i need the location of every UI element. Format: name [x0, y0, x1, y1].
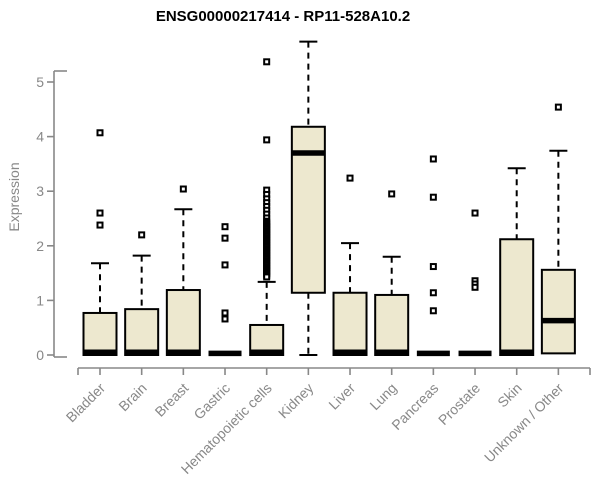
chart-title: ENSG00000217414 - RP11-528A10.2 [155, 8, 411, 25]
box-unknown-other [540, 268, 576, 355]
box-liver [332, 291, 368, 357]
x-category-label: Kidney [275, 380, 317, 422]
outlier-point-bladder [96, 221, 104, 229]
x-category-label: Brain [115, 380, 149, 414]
box-bladder [82, 311, 118, 357]
box-skin [499, 238, 535, 356]
y-tick-label: 2 [36, 238, 44, 254]
outlier-point-brain [138, 231, 146, 239]
box-breast [165, 289, 201, 356]
outlier-point-gastric [221, 309, 229, 317]
x-category-label: Unknown / Other [481, 380, 567, 466]
outlier-point-prostate [471, 209, 479, 217]
x-category-label: Breast [152, 380, 192, 420]
outlier-point-pancreas [429, 155, 437, 163]
box-brain [124, 308, 160, 356]
x-category-label: Lung [366, 380, 399, 413]
outlier-point-hematopoietic-cells [263, 136, 271, 144]
outlier-point-bladder [96, 129, 104, 137]
outlier-point-gastric [221, 315, 229, 323]
outlier-point-bladder [96, 209, 104, 217]
outlier-point-pancreas [429, 289, 437, 297]
outlier-point-liver [346, 174, 354, 182]
outlier-point-gastric [221, 223, 229, 231]
outlier-point-hematopoietic-cells [263, 58, 271, 66]
y-tick-label: 1 [36, 292, 44, 308]
outlier-point-pancreas [429, 263, 437, 271]
outlier-point-unknown-other [554, 103, 562, 111]
outlier-point-gastric [221, 234, 229, 242]
y-tick-label: 3 [36, 183, 44, 199]
outlier-point-gastric [221, 261, 229, 269]
y-tick-label: 0 [36, 347, 44, 363]
x-category-label: Bladder [63, 380, 109, 426]
y-tick-label: 4 [36, 129, 44, 145]
outlier-point-prostate [471, 283, 479, 291]
outlier-point-breast [179, 185, 187, 193]
outlier-point-lung [388, 190, 396, 198]
outlier-point-pancreas [429, 307, 437, 315]
outlier-point-pancreas [429, 193, 437, 201]
y-tick-label: 5 [36, 74, 44, 90]
x-category-label: Liver [325, 380, 358, 413]
box-lung [374, 293, 410, 357]
outlier-point-hematopoietic-cells [263, 273, 271, 281]
x-category-label: Skin [494, 380, 525, 411]
x-category-label: Prostate [435, 380, 483, 428]
